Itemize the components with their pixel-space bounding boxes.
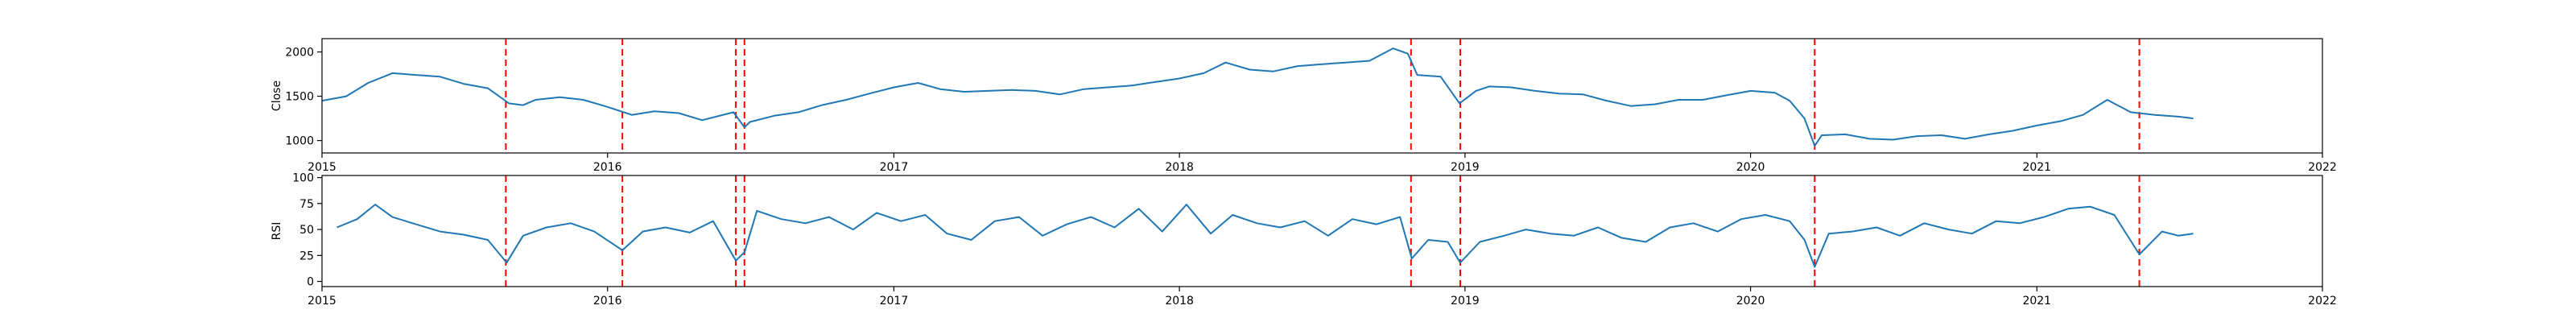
y-tick-label: 0 bbox=[307, 276, 314, 289]
x-tick-label: 2021 bbox=[2022, 295, 2051, 308]
rsi-panel: 2015 2016 2017 2018 2019 2020 2021 2022 0 25 50 75 1… bbox=[270, 172, 2337, 308]
x-tick-label: 2015 bbox=[308, 161, 336, 174]
y-tick-label: 75 bbox=[299, 198, 314, 211]
x-tick-label: 2018 bbox=[1165, 295, 1194, 308]
x-tick-label: 2019 bbox=[1451, 295, 1480, 308]
y-axis-title: RSI bbox=[270, 222, 283, 241]
series-line bbox=[321, 47, 2194, 147]
y-tick-label: 2000 bbox=[285, 47, 314, 60]
x-tick-label: 2016 bbox=[593, 295, 622, 308]
y-tick-label: 100 bbox=[292, 172, 314, 185]
axes-frame bbox=[321, 175, 2323, 287]
y-tick-label: 1000 bbox=[285, 135, 314, 148]
y-tick-label: 50 bbox=[299, 224, 314, 237]
x-tick-label: 2020 bbox=[1736, 295, 1765, 308]
y-axis-title: Close bbox=[270, 80, 283, 111]
series-line bbox=[336, 204, 2194, 268]
x-tick-label: 2021 bbox=[2022, 161, 2051, 174]
x-tick-label: 2016 bbox=[593, 161, 622, 174]
close-price-panel: 2015 2016 2017 2018 2019 2020 2021 2022 1000 1500… bbox=[270, 38, 2337, 174]
x-tick-label: 2017 bbox=[880, 161, 909, 174]
x-tick-label: 2017 bbox=[880, 295, 909, 308]
x-tick-label: 2022 bbox=[2308, 161, 2337, 174]
x-tick-label: 2015 bbox=[308, 295, 336, 308]
x-tick-label: 2019 bbox=[1451, 161, 1480, 174]
y-tick-label: 25 bbox=[299, 250, 314, 262]
y-tick-label: 1500 bbox=[285, 91, 314, 104]
x-tick-label: 2018 bbox=[1165, 161, 1194, 174]
x-tick-label: 2022 bbox=[2308, 295, 2337, 308]
x-tick-label: 2020 bbox=[1736, 161, 1765, 174]
